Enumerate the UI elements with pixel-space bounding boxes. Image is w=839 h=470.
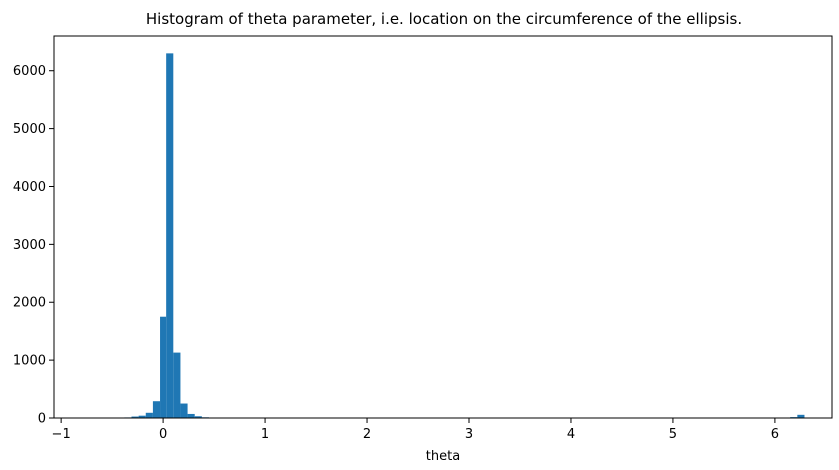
plot-area: −1 0 1 2 3 4 5 6 0 1000 2000 3000 4000 5000 6000 xyxy=(13,35,833,442)
histogram-bar-10 xyxy=(180,403,188,418)
histogram-bar-8 xyxy=(166,53,174,418)
x-tick-label: 1 xyxy=(261,427,269,442)
histogram-bar-9 xyxy=(173,352,181,418)
histogram-bar-3 xyxy=(131,416,139,418)
x-axis-ticks: −1 0 1 2 3 4 5 6 xyxy=(52,418,779,442)
histogram-bar-6 xyxy=(152,401,161,418)
y-tick-label: 4000 xyxy=(13,180,46,195)
y-tick-label: 2000 xyxy=(13,296,46,311)
histogram-bar-7 xyxy=(160,316,167,418)
x-tick-label: 5 xyxy=(669,427,677,442)
histogram-bar-4 xyxy=(138,415,146,418)
bars-group xyxy=(110,53,805,418)
x-tick-label: 3 xyxy=(465,427,473,442)
x-tick-label: 2 xyxy=(363,427,371,442)
x-axis-label: theta xyxy=(426,449,460,464)
y-axis-ticks: 0 1000 2000 3000 4000 5000 6000 xyxy=(13,64,54,427)
x-tick-label: 4 xyxy=(567,427,575,442)
y-tick-label: 6000 xyxy=(13,64,46,79)
histogram-bar-5 xyxy=(145,412,153,418)
y-tick-label: 5000 xyxy=(13,122,46,137)
y-tick-label: 1000 xyxy=(13,354,46,369)
x-tick-label: 6 xyxy=(771,427,779,442)
histogram-bar-12 xyxy=(194,416,202,418)
histogram-bar-16 xyxy=(797,414,805,418)
axes-frame xyxy=(53,35,833,419)
y-tick-label: 0 xyxy=(38,412,46,427)
x-tick-label: 0 xyxy=(159,427,167,442)
x-tick-label: −1 xyxy=(52,427,71,442)
y-tick-label: 3000 xyxy=(13,238,46,253)
chart-title: Histogram of theta parameter, i.e. locat… xyxy=(146,10,742,28)
histogram-bar-11 xyxy=(187,413,195,418)
